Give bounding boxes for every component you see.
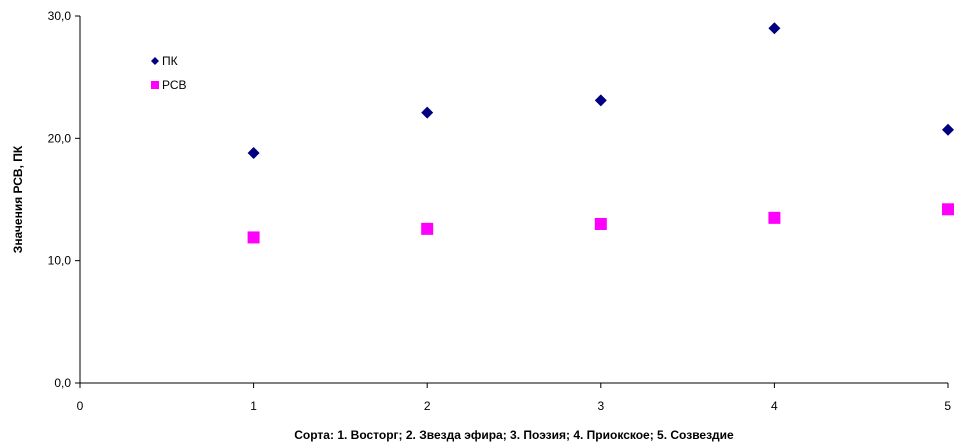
point-series-1 (942, 123, 954, 136)
x-tick-label: 0 (77, 399, 84, 413)
x-tick-label: 5 (944, 399, 951, 413)
y-tick-label: 20,0 (48, 131, 72, 145)
point-series-2 (942, 203, 954, 216)
point-series-2 (421, 222, 434, 235)
x-tick-label: 3 (597, 399, 604, 413)
legend-marker-diamond (151, 57, 159, 65)
legend-label: ПК (162, 54, 178, 68)
legend-box (139, 44, 205, 99)
y-tick-label: 0,0 (54, 376, 71, 390)
point-series-1 (247, 147, 260, 160)
data-points (247, 22, 954, 244)
point-series-1 (594, 94, 607, 107)
x-ticks: 0 1 2 3 4 5 (77, 383, 951, 413)
x-tick-label: 4 (771, 399, 778, 413)
point-series-2 (768, 211, 781, 224)
y-axis-title: Значения РСВ, ПК (11, 145, 25, 253)
legend-label: РСВ (162, 78, 187, 92)
point-series-1 (421, 106, 434, 119)
y-tick-label: 10,0 (48, 254, 72, 268)
y-ticks: 0,0 10,0 20,0 30,0 (48, 9, 80, 390)
axes (79, 16, 948, 384)
y-tick-label: 30,0 (48, 9, 72, 23)
point-series-2 (247, 231, 260, 244)
legend-marker-square (151, 81, 159, 89)
x-tick-label: 1 (250, 399, 257, 413)
point-series-1 (768, 22, 781, 35)
x-axis-title: Сорта: 1. Восторг; 2. Звезда эфира; 3. П… (294, 428, 734, 442)
legend: ПК РСВ (139, 44, 205, 99)
x-tick-label: 2 (424, 399, 431, 413)
point-series-2 (594, 217, 607, 230)
